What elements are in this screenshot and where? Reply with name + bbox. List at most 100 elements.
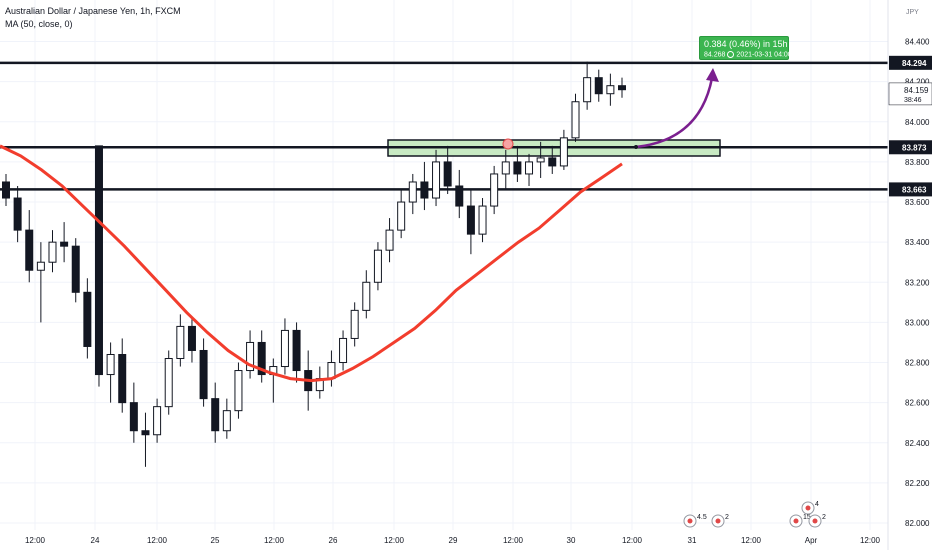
candle [478,198,487,243]
projection-start-dot [634,145,638,149]
time-tick-label: Apr [805,536,818,545]
economic-event-icon[interactable]: 2 [808,514,826,528]
level-price-label: 83.663 [902,185,927,194]
time-tick-label: 12:00 [860,536,881,545]
time-tick-label: 30 [567,536,576,545]
level-price-badge [889,182,932,197]
level-price-label: 84.294 [902,59,927,68]
moving-average-line [0,144,623,383]
projection-change: 0.384 (0.46%) in 15h [704,39,788,49]
candle [536,141,545,178]
price-tick-label: 82.600 [905,399,930,408]
candle [350,302,359,347]
candle [36,242,45,323]
candle [246,330,255,379]
candle [13,185,22,243]
projection-target: 84.268 2021-03-31 04:00 [704,51,792,59]
candle [618,77,626,98]
candle [257,330,266,383]
price-tick-label: 83.200 [905,278,930,287]
candle [432,149,441,207]
economic-event-icon[interactable]: 4.5 [683,514,707,528]
price-tick-label: 83.400 [905,238,930,247]
candle [176,314,185,367]
time-tick-label: 12:00 [25,536,46,545]
candle [397,190,406,239]
economic-event-icon[interactable]: 4 [801,501,819,515]
svg-text:2: 2 [822,514,826,521]
candle [420,161,429,211]
price-projection-label[interactable]: 0.384 (0.46%) in 15h 84.268 2021-03-31 04… [699,36,792,60]
candle [559,129,568,170]
level-price-badge [889,55,932,70]
candle [490,165,499,215]
time-tick-label: 29 [449,536,458,545]
time-tick-label: 24 [91,536,100,545]
candle [280,318,289,375]
candle [83,278,92,359]
candle [408,173,417,215]
candle [385,218,394,263]
candle [443,145,452,195]
price-tick-label: 82.200 [905,479,930,488]
candle [25,210,34,283]
indicator-label[interactable]: MA (50, close, 0) [5,19,73,29]
candle [455,169,464,219]
candle [373,242,382,291]
candle [94,145,103,387]
current-price-label: 84.159 [904,86,929,95]
price-tick-label: 83.800 [905,158,930,167]
candle [292,322,301,383]
price-tick-label: 84.200 [905,78,930,87]
time-tick-label: 12:00 [741,536,762,545]
candle [234,362,243,419]
price-tick-label: 82.000 [905,519,930,528]
clock-icon [727,51,735,58]
candle [71,238,80,303]
symbol-title[interactable]: Australian Dollar / Japanese Yen, 1h, FX… [5,6,181,16]
svg-text:2: 2 [725,514,729,521]
price-tick-label: 83.600 [905,198,930,207]
candle [118,338,127,413]
candle [513,145,522,182]
price-tick-label: 84.000 [905,118,930,127]
candle [362,270,371,319]
time-tick-label: 25 [211,536,220,545]
time-tick-label: 12:00 [622,536,643,545]
economic-event-icon[interactable]: 15 [789,514,811,528]
candle [153,398,162,443]
candle [2,173,10,207]
candle [606,73,615,106]
level-price-badge [889,140,932,155]
price-tick-label: 84.400 [905,38,930,47]
candle [339,330,348,371]
candle [501,149,510,191]
candle [48,230,57,273]
svg-text:4: 4 [815,501,819,508]
candle [211,382,220,443]
candle [187,318,196,363]
time-tick-label: 12:00 [503,536,524,545]
candle [141,412,150,467]
candle [106,342,115,403]
candle [594,69,603,102]
price-tick-label: 82.400 [905,439,930,448]
economic-event-icon[interactable]: 2 [711,514,729,528]
candle [466,190,475,255]
time-tick-label: 12:00 [264,536,285,545]
candle [548,145,557,174]
candle [60,222,69,263]
candle [525,153,534,186]
projection-arrowhead [706,68,719,82]
svg-text:15: 15 [803,514,811,521]
currency-label: JPY [906,9,919,16]
candle [164,350,173,415]
time-tick-label: 31 [688,536,697,545]
candle [199,338,208,407]
candle [222,398,231,439]
time-tick-label: 26 [329,536,338,545]
price-tick-label: 82.800 [905,359,930,368]
candle [583,61,592,110]
svg-text:4.5: 4.5 [697,514,707,521]
